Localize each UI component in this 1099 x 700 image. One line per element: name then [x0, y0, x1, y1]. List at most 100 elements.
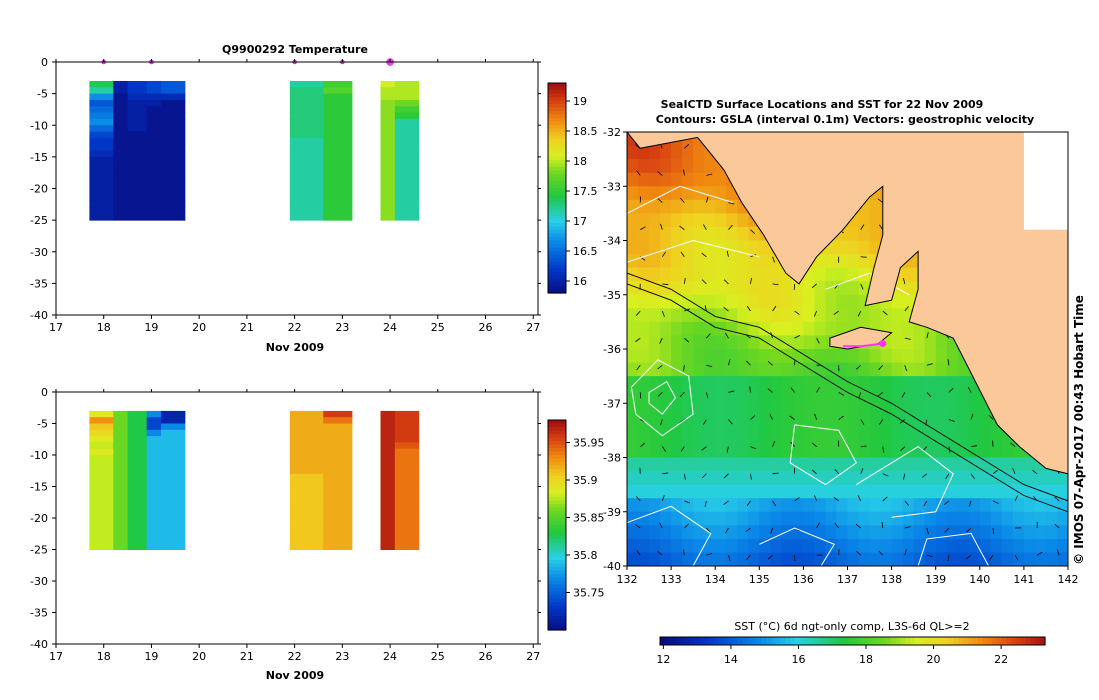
sst-cell [858, 308, 871, 323]
sst-cell [792, 457, 804, 472]
temperature-cell [323, 156, 353, 164]
salinity-cell [127, 480, 148, 487]
sst-cell [704, 471, 716, 486]
sst-cell [880, 362, 893, 377]
sst-cell [957, 457, 970, 472]
sst-colorbar-band [992, 637, 998, 645]
sst-cell [814, 498, 827, 513]
velocity-vector [746, 360, 751, 366]
sst-cell [847, 240, 860, 255]
sst-cell [682, 552, 694, 566]
temperature-cell [113, 125, 129, 133]
sst-cell [847, 362, 860, 377]
sst-cell [715, 552, 727, 566]
sst-cell [770, 281, 782, 296]
sst-cell [869, 538, 882, 554]
velocity-vector [706, 333, 711, 339]
velocity-vector [816, 386, 820, 393]
sst-cell [891, 498, 904, 513]
sst-cell [748, 525, 760, 540]
velocity-vector [706, 364, 713, 368]
sst-cell [671, 281, 683, 296]
sst-cell [935, 403, 948, 418]
map-x-tick-label: 140 [969, 573, 990, 586]
temperature-colorbar-band [548, 156, 566, 161]
salinity-cell [380, 511, 396, 519]
sst-cell [748, 240, 760, 255]
salinity-colorbar-band [548, 469, 566, 474]
temperature-cell [89, 99, 114, 107]
map-y-tick-label: -37 [603, 397, 621, 410]
sst-cell [990, 457, 1003, 472]
temperature-cell [289, 144, 324, 152]
sst-cell [737, 511, 749, 526]
sst-cell [627, 321, 639, 337]
salinity-cell [160, 492, 186, 500]
sst-cell [704, 403, 716, 418]
temperature-cell [380, 182, 396, 189]
sst-cell [1034, 484, 1047, 499]
sst-cell [638, 511, 650, 526]
temperature-cell [113, 163, 129, 171]
salinity-cell [146, 423, 162, 431]
sst-cell [770, 267, 782, 282]
velocity-vector [834, 468, 839, 475]
gsla-contour [627, 239, 760, 263]
temperature-colorbar-band [548, 202, 566, 207]
salinity-cell [380, 461, 396, 469]
temperature-cell [127, 106, 148, 114]
sst-cell [770, 552, 782, 566]
salinity-colorbar-band [548, 556, 566, 561]
sst-cell [704, 213, 716, 228]
sst-cell [704, 308, 716, 323]
salinity-cell [146, 518, 162, 525]
temperature-y-tick-label: -5 [37, 88, 48, 101]
sst-cell [803, 498, 816, 513]
temperature-cell [160, 137, 186, 145]
sst-cell [660, 321, 672, 337]
sst-cell [759, 389, 771, 404]
sst-cell [880, 349, 893, 364]
sst-cell [792, 538, 804, 554]
sst-cell [825, 349, 838, 364]
velocity-vector [770, 527, 773, 534]
sst-colorbar-band [891, 637, 897, 645]
sst-cell [671, 172, 683, 187]
temperature-x-label: Nov 2009 [266, 341, 324, 354]
sst-cell [748, 538, 760, 554]
salinity-colorbar-band [548, 427, 566, 432]
sst-cell [968, 511, 981, 526]
salinity-cell [127, 436, 148, 443]
sst-cell [847, 254, 860, 269]
sst-cell [913, 552, 926, 566]
temperature-cell [89, 156, 114, 164]
salinity-cell [323, 455, 353, 462]
temperature-cell [160, 87, 186, 95]
temperature-cell [113, 99, 129, 107]
temperature-cell [160, 207, 186, 215]
sst-cell [638, 213, 650, 228]
sst-cell [869, 308, 882, 323]
sst-cell [792, 376, 804, 391]
sst-cell [836, 416, 849, 431]
velocity-vector [745, 527, 751, 532]
temperature-cell [89, 169, 114, 177]
sst-colorbar-tick-label: 18 [859, 653, 873, 666]
sst-cell [968, 457, 981, 472]
sst-cell [1023, 525, 1036, 540]
sst-cell [704, 335, 716, 350]
sst-cell [781, 335, 793, 350]
velocity-vector [705, 196, 709, 203]
sst-cell [704, 389, 716, 404]
temperature-cell [380, 213, 396, 221]
sst-cell [682, 403, 694, 418]
sst-cell [935, 362, 948, 377]
salinity-cell [289, 467, 324, 475]
velocity-vector [881, 522, 884, 529]
velocity-vector [860, 224, 865, 230]
sst-cell [682, 240, 694, 255]
temperature-cell [160, 80, 186, 88]
salinity-y-tick-label: -25 [30, 544, 48, 557]
sst-cell [715, 376, 727, 391]
sst-cell [660, 389, 672, 404]
